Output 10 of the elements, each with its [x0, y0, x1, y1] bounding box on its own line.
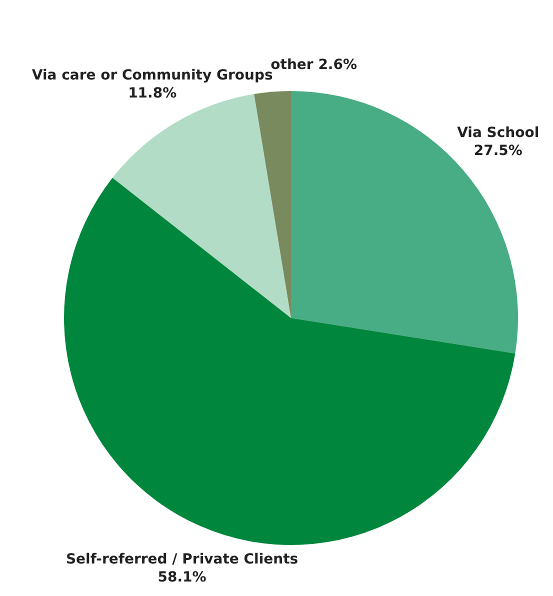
data-label: 58.1% [158, 570, 206, 586]
slice-label: Via School [457, 125, 540, 142]
data-label: 2.6% [318, 57, 358, 74]
slice-label: other [270, 57, 314, 74]
slice-label: Self-referred / Private Clients [66, 552, 298, 568]
pie-slice [64, 178, 516, 545]
data-label: 27.5% [474, 143, 522, 160]
data-label: 11.8% [128, 86, 177, 102]
slice-label: Via care or Community Groups [32, 68, 273, 84]
pie-slice [254, 91, 291, 318]
